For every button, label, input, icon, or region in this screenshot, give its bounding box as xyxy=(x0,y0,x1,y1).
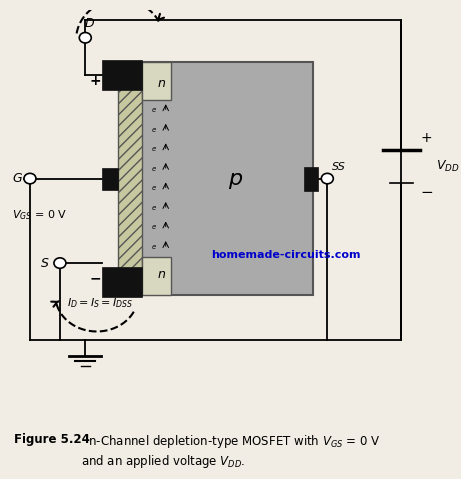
Text: e: e xyxy=(152,185,156,191)
Circle shape xyxy=(24,173,36,184)
Text: G: G xyxy=(12,172,22,185)
Text: −: − xyxy=(420,185,433,200)
Circle shape xyxy=(79,33,91,43)
Bar xyxy=(138,62,313,295)
Text: e: e xyxy=(152,205,156,211)
Text: e: e xyxy=(152,166,156,172)
Text: $V_{DD}$: $V_{DD}$ xyxy=(436,159,459,174)
Bar xyxy=(118,62,142,295)
Text: S: S xyxy=(41,257,49,270)
Bar xyxy=(102,267,142,297)
Text: −: − xyxy=(89,271,101,285)
Text: e: e xyxy=(152,146,156,152)
Bar xyxy=(142,62,171,100)
Text: n-Channel depletion-type MOSFET with $V_{GS}$ = 0 V
and an applied voltage $V_{D: n-Channel depletion-type MOSFET with $V_… xyxy=(81,433,380,470)
Text: $I_D = I_S = I_{DSS}$: $I_D = I_S = I_{DSS}$ xyxy=(67,296,134,310)
Text: SS: SS xyxy=(332,162,346,172)
Text: e: e xyxy=(152,244,156,250)
Text: e: e xyxy=(152,127,156,133)
Text: p: p xyxy=(228,169,242,189)
Bar xyxy=(102,60,142,90)
Bar xyxy=(102,168,118,190)
Text: n: n xyxy=(157,77,165,90)
Text: Figure 5.24: Figure 5.24 xyxy=(14,433,90,446)
Text: +: + xyxy=(89,74,101,88)
Text: D: D xyxy=(85,17,95,30)
Bar xyxy=(304,167,318,191)
Text: $V_{GS}$ = 0 V: $V_{GS}$ = 0 V xyxy=(12,208,67,222)
Text: n: n xyxy=(157,268,165,281)
Text: e: e xyxy=(152,107,156,113)
Circle shape xyxy=(54,258,66,268)
Text: +: + xyxy=(420,131,432,145)
Text: e: e xyxy=(152,225,156,230)
Bar xyxy=(142,257,171,295)
Circle shape xyxy=(321,173,333,184)
Text: homemade-circuits.com: homemade-circuits.com xyxy=(211,250,361,260)
